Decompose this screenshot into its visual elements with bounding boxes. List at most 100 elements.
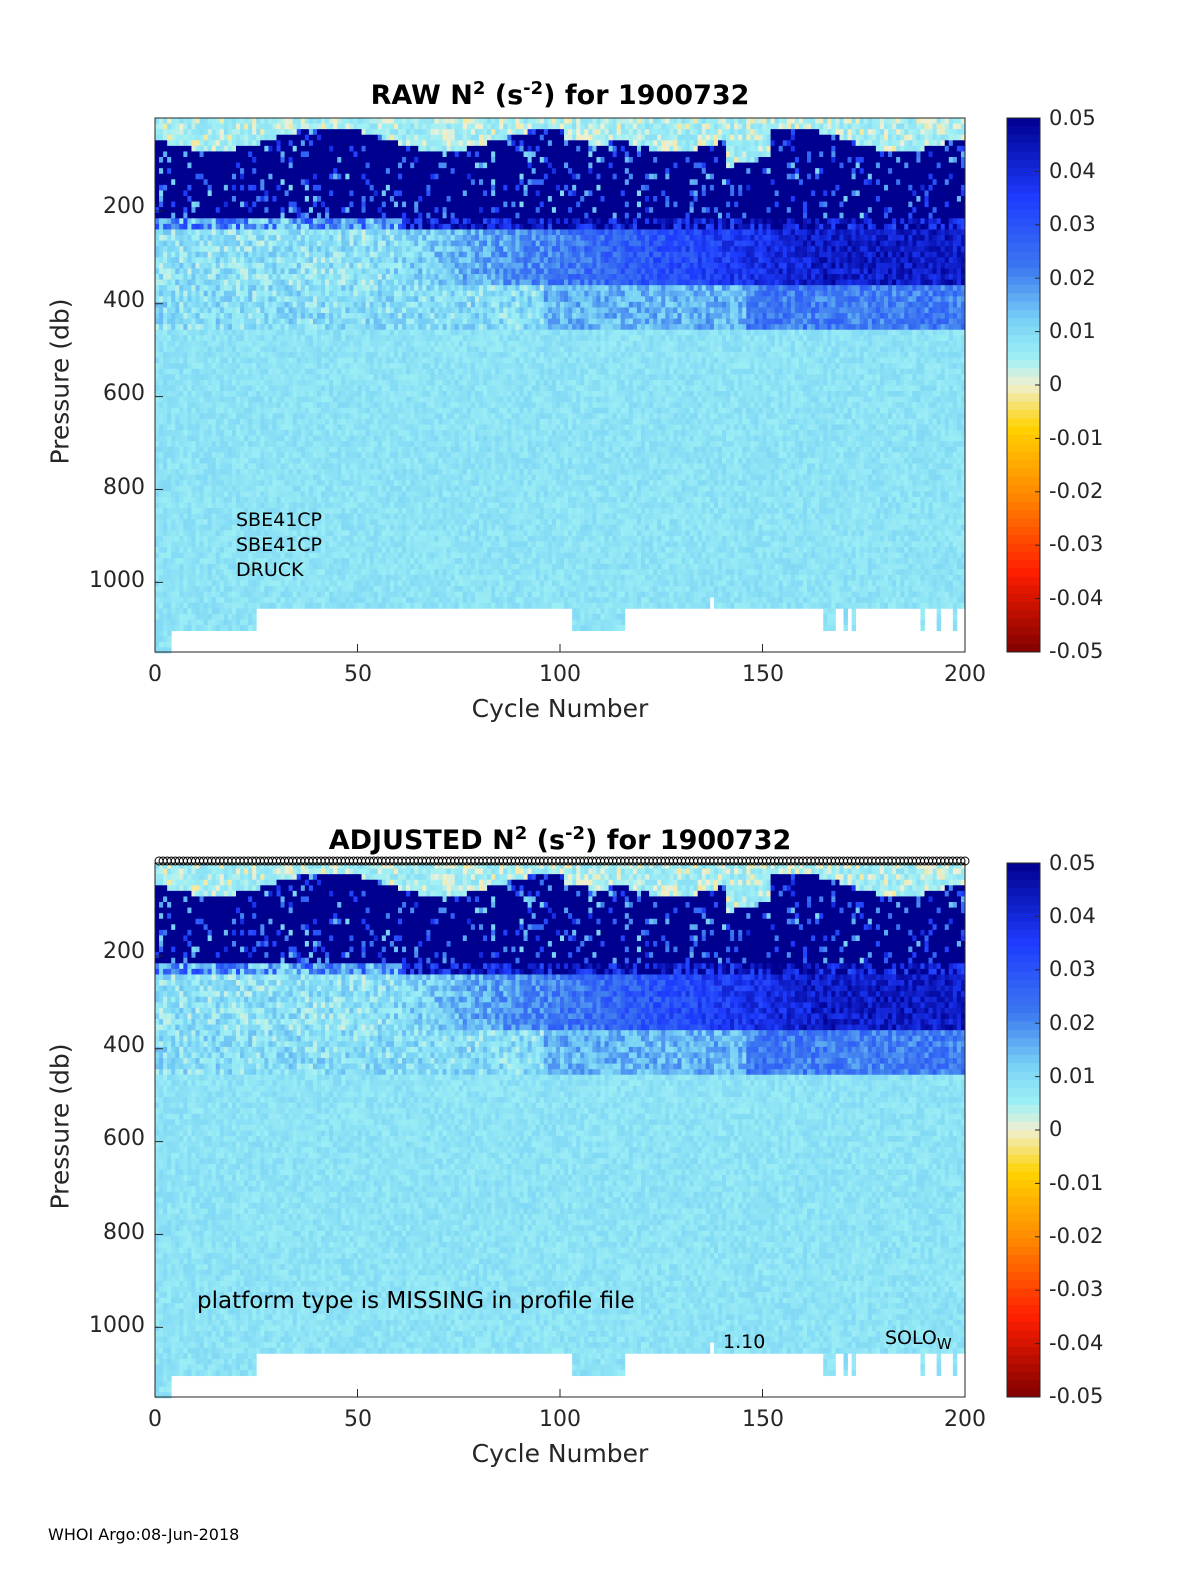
heatmap-cell <box>357 574 362 581</box>
heatmap-cell <box>171 485 176 492</box>
heatmap-cell <box>357 145 362 152</box>
heatmap-cell <box>167 485 172 492</box>
heatmap-cell <box>167 329 172 336</box>
heatmap-cell <box>211 524 217 531</box>
heatmap-cell <box>341 446 346 453</box>
heatmap-cell <box>195 563 200 570</box>
raw-chart-title: RAW N2 (s-2) for 1900732 <box>155 78 965 111</box>
heatmap-cell <box>280 407 285 414</box>
heatmap-cell <box>353 530 358 537</box>
heatmap-cell <box>292 318 298 325</box>
heatmap-cell <box>337 274 342 280</box>
heatmap-cell <box>236 301 241 308</box>
heatmap-cell <box>223 346 229 353</box>
heatmap-cell <box>203 246 209 253</box>
heatmap-cell <box>183 552 188 559</box>
heatmap-cell <box>199 474 204 481</box>
heatmap-cell <box>333 502 338 509</box>
heatmap-cell <box>341 558 346 565</box>
heatmap-cell <box>183 586 188 593</box>
heatmap-cell <box>337 535 342 542</box>
heatmap-cell <box>377 318 383 325</box>
heatmap-cell <box>179 223 184 230</box>
heatmap-cell <box>321 524 326 531</box>
heatmap-cell <box>312 329 318 336</box>
heatmap-cell <box>223 608 229 615</box>
heatmap-cell <box>175 184 180 191</box>
heatmap-cell <box>159 318 164 325</box>
heatmap-cell <box>179 123 184 130</box>
heatmap-cell <box>231 374 237 381</box>
heatmap-cell <box>203 552 209 559</box>
heatmap-cell <box>248 274 253 280</box>
heatmap-cell <box>325 235 330 241</box>
heatmap-cell <box>280 474 285 481</box>
heatmap-cell <box>155 402 160 409</box>
heatmap-cell <box>365 374 371 381</box>
heatmap-cell <box>207 207 213 214</box>
heatmap-cell <box>304 452 310 459</box>
heatmap-cell <box>260 368 265 375</box>
heatmap-cell <box>276 446 281 453</box>
heatmap-cell <box>256 301 261 308</box>
heatmap-cell <box>284 519 290 526</box>
heatmap-cell <box>268 162 273 169</box>
heatmap-cell <box>308 402 314 409</box>
heatmap-cell <box>167 519 172 526</box>
heatmap-cell <box>317 257 322 264</box>
heatmap-cell <box>231 491 237 498</box>
heatmap-cell <box>211 580 217 587</box>
heatmap-cell <box>236 357 241 364</box>
heatmap-cell <box>325 134 330 141</box>
heatmap-cell <box>159 207 164 214</box>
heatmap-cell <box>296 513 302 520</box>
heatmap-cell <box>264 597 269 604</box>
heatmap-cell <box>361 424 366 431</box>
heatmap-cell <box>308 541 314 548</box>
heatmap-cell <box>296 307 302 314</box>
heatmap-cell <box>321 134 326 141</box>
heatmap-cell <box>373 597 379 604</box>
heatmap-cell <box>227 496 233 503</box>
heatmap-cell <box>199 591 204 598</box>
heatmap-cell <box>179 162 184 169</box>
heatmap-cell <box>333 324 338 331</box>
heatmap-cell <box>288 324 294 331</box>
heatmap-cell <box>223 513 229 520</box>
heatmap-cell <box>325 496 330 503</box>
heatmap-cell <box>292 196 298 202</box>
heatmap-cell <box>333 229 338 236</box>
heatmap-cell <box>373 379 379 386</box>
heatmap-cell <box>357 229 362 236</box>
heatmap-cell <box>179 435 184 442</box>
heatmap-cell <box>195 296 200 303</box>
heatmap-cell <box>187 552 192 559</box>
heatmap-cell <box>288 340 294 347</box>
heatmap-cell <box>300 524 306 531</box>
heatmap-cell <box>179 552 184 559</box>
heatmap-cell <box>195 385 200 392</box>
heatmap-cell <box>268 474 273 481</box>
heatmap-cell <box>292 535 298 542</box>
heatmap-cell <box>240 502 245 509</box>
heatmap-cell <box>296 597 302 604</box>
heatmap-cell <box>260 151 265 158</box>
heatmap-cell <box>341 469 346 476</box>
heatmap-cell <box>171 379 176 386</box>
heatmap-cell <box>321 352 326 358</box>
heatmap-cell <box>345 586 350 593</box>
heatmap-cell <box>199 352 204 358</box>
heatmap-cell <box>171 463 176 470</box>
heatmap-cell <box>333 157 338 163</box>
heatmap-cell <box>361 558 366 565</box>
heatmap-cell <box>333 118 338 124</box>
heatmap-cell <box>171 535 176 542</box>
heatmap-cell <box>333 452 338 459</box>
heatmap-cell <box>227 552 233 559</box>
heatmap-cell <box>373 457 379 464</box>
heatmap-cell <box>341 335 346 342</box>
heatmap-cell <box>155 352 160 358</box>
heatmap-cell <box>219 324 225 331</box>
heatmap-cell <box>304 179 310 186</box>
heatmap-cell <box>203 184 209 191</box>
